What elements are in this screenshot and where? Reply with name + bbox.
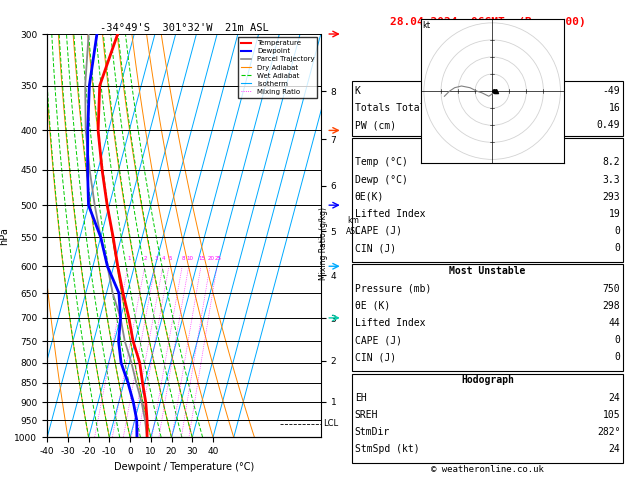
Text: Surface: Surface: [467, 140, 508, 150]
Text: Lifted Index: Lifted Index: [355, 318, 425, 328]
Text: © weatheronline.co.uk: © weatheronline.co.uk: [431, 465, 544, 474]
Text: 750: 750: [603, 284, 620, 294]
Text: 3.3: 3.3: [603, 174, 620, 185]
Text: 282°: 282°: [597, 427, 620, 437]
X-axis label: Dewpoint / Temperature (°C): Dewpoint / Temperature (°C): [114, 462, 254, 472]
Text: Pressure (mb): Pressure (mb): [355, 284, 431, 294]
Text: 3: 3: [155, 256, 158, 260]
Text: K: K: [355, 86, 360, 96]
Text: θE (K): θE (K): [355, 301, 390, 311]
Text: CAPE (J): CAPE (J): [355, 226, 402, 236]
Text: StmSpd (kt): StmSpd (kt): [355, 444, 420, 454]
Text: CIN (J): CIN (J): [355, 352, 396, 362]
Text: 4: 4: [162, 256, 165, 260]
Text: 8: 8: [181, 256, 185, 260]
Text: 0.49: 0.49: [597, 121, 620, 130]
Text: Hodograph: Hodograph: [461, 375, 514, 385]
Text: 44: 44: [609, 318, 620, 328]
Text: 293: 293: [603, 191, 620, 202]
Text: 16: 16: [609, 103, 620, 113]
Text: Mixing Ratio (g/kg): Mixing Ratio (g/kg): [320, 207, 328, 279]
Text: 24: 24: [609, 444, 620, 454]
Text: Lifted Index: Lifted Index: [355, 209, 425, 219]
Text: Totals Totals: Totals Totals: [355, 103, 431, 113]
Text: 0: 0: [615, 226, 620, 236]
Text: θE(K): θE(K): [355, 191, 384, 202]
Text: -49: -49: [603, 86, 620, 96]
Text: 20: 20: [208, 256, 214, 260]
Text: 1: 1: [128, 256, 131, 260]
Legend: Temperature, Dewpoint, Parcel Trajectory, Dry Adiabat, Wet Adiabat, Isotherm, Mi: Temperature, Dewpoint, Parcel Trajectory…: [238, 37, 317, 98]
Text: 25: 25: [214, 256, 221, 260]
Y-axis label: km
ASL: km ASL: [346, 216, 360, 236]
Text: 5: 5: [168, 256, 172, 260]
Bar: [352, 374, 623, 463]
Text: kt: kt: [422, 21, 430, 30]
Text: EH: EH: [355, 393, 366, 403]
Text: StmDir: StmDir: [355, 427, 390, 437]
Text: 19: 19: [609, 209, 620, 219]
Text: 8.2: 8.2: [603, 157, 620, 167]
Text: CIN (J): CIN (J): [355, 243, 396, 253]
Text: 24: 24: [609, 393, 620, 403]
Text: Most Unstable: Most Unstable: [449, 266, 526, 277]
Text: 105: 105: [603, 410, 620, 420]
Bar: [352, 264, 623, 371]
Text: CAPE (J): CAPE (J): [355, 335, 402, 345]
Text: LCL: LCL: [323, 419, 338, 428]
Text: 10: 10: [186, 256, 193, 260]
Text: 0: 0: [615, 352, 620, 362]
Text: 298: 298: [603, 301, 620, 311]
Text: Temp (°C): Temp (°C): [355, 157, 408, 167]
Text: 0: 0: [615, 335, 620, 345]
Y-axis label: hPa: hPa: [0, 227, 9, 244]
Text: PW (cm): PW (cm): [355, 121, 396, 130]
Title: -34°49'S  301°32'W  21m ASL: -34°49'S 301°32'W 21m ASL: [99, 23, 269, 33]
Text: 28.04.2024  06GMT  (Base: 00): 28.04.2024 06GMT (Base: 00): [389, 17, 586, 27]
Text: Dewp (°C): Dewp (°C): [355, 174, 408, 185]
Text: 2: 2: [144, 256, 148, 260]
Bar: [352, 81, 623, 136]
Text: SREH: SREH: [355, 410, 378, 420]
Text: 15: 15: [198, 256, 206, 260]
Text: 0: 0: [615, 243, 620, 253]
Bar: [352, 138, 623, 262]
